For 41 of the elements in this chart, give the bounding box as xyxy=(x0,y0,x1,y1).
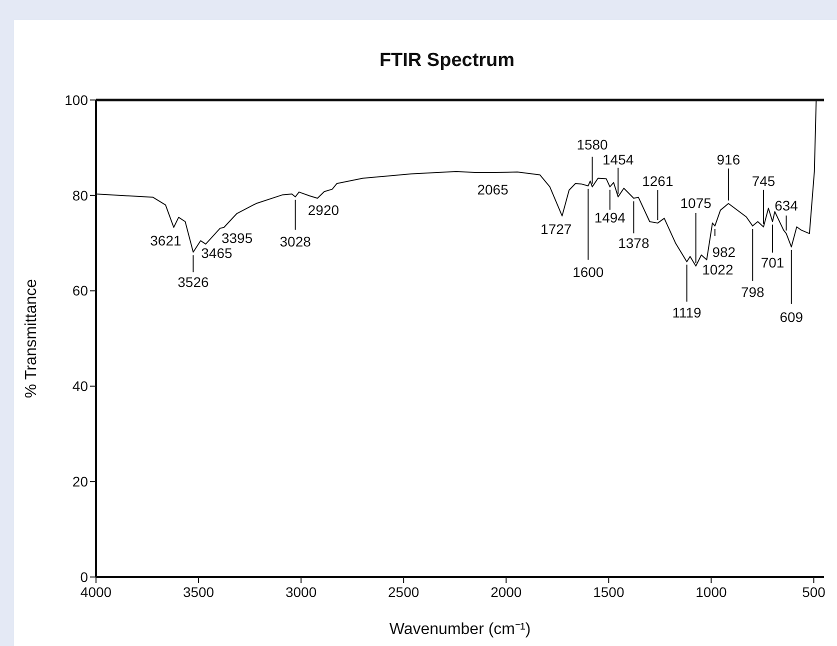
annotation: 634 xyxy=(774,197,798,214)
annotation: 1454 xyxy=(602,152,634,168)
annotation: 916 xyxy=(716,151,740,168)
annotation: 1580 xyxy=(576,136,608,153)
x-tick-label: 500 xyxy=(802,584,826,600)
annotation: 1119 xyxy=(672,304,702,321)
annotation: 3465 xyxy=(201,244,232,261)
chart-title: FTIR Spectrum xyxy=(379,50,515,71)
annotation: 3395 xyxy=(221,230,253,246)
annotation: 3028 xyxy=(280,234,312,250)
annotation: 1022 xyxy=(702,262,734,278)
x-tick-label: 2500 xyxy=(388,584,420,600)
x-tick-label: 3500 xyxy=(182,584,214,600)
annotation: 2065 xyxy=(477,181,509,198)
y-tick-label: 0 xyxy=(80,568,88,585)
annotation: 1261 xyxy=(642,172,674,189)
annotation: 1494 xyxy=(594,210,626,226)
x-tick-label: 1500 xyxy=(593,584,624,600)
annotation: 609 xyxy=(780,308,804,325)
annotation: 1727 xyxy=(540,220,572,237)
x-tick-label: 1000 xyxy=(696,584,727,600)
annotation: 3526 xyxy=(178,274,209,290)
annotation: 1075 xyxy=(680,194,712,211)
annotation: 3621 xyxy=(150,232,182,248)
x-tick-label: 2000 xyxy=(490,584,522,600)
y-tick-label: 60 xyxy=(72,282,88,299)
x-tick-label: 3000 xyxy=(285,584,317,600)
y-tick-label: 20 xyxy=(72,474,88,490)
annotation: 798 xyxy=(740,284,765,300)
annotation: 1600 xyxy=(572,264,604,280)
annotation: 982 xyxy=(712,244,736,260)
x-axis-title: Wavenumber (cm⁻¹) xyxy=(389,621,531,638)
y-tick-label: 40 xyxy=(72,378,88,394)
annotation: 745 xyxy=(752,172,776,189)
annotation: 1378 xyxy=(618,235,650,252)
annotation: 2920 xyxy=(308,202,340,218)
annotation: 701 xyxy=(760,254,784,271)
x-tick-label: 4000 xyxy=(80,584,112,600)
y-tick-label: 100 xyxy=(64,92,88,108)
y-axis-title: % Transmittance xyxy=(23,278,40,398)
y-tick-label: 80 xyxy=(72,187,88,204)
